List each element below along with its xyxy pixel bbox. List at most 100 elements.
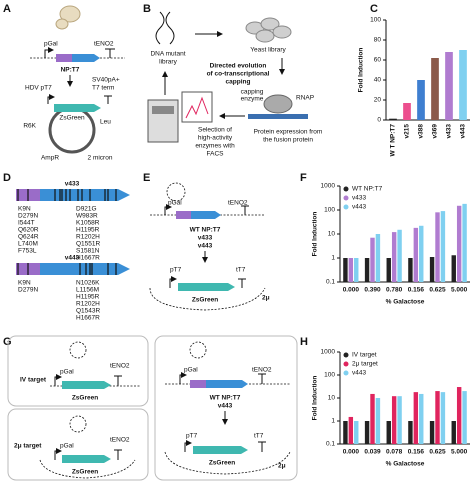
panel-label: H	[300, 336, 308, 348]
capping-label: enzyme	[241, 96, 264, 103]
y-tick-label: 1000	[321, 183, 336, 190]
bar	[429, 257, 435, 282]
promoter-arrow	[164, 204, 172, 215]
reporter-label: ZsGreen	[59, 115, 85, 122]
mutation-label: H1195R	[76, 294, 100, 301]
yeast-label: Yeast library	[250, 47, 286, 54]
mutation-ticks	[17, 189, 117, 275]
y-tick-label: 1	[331, 418, 335, 425]
mutation-label: R1202H	[76, 234, 100, 241]
np-block	[56, 54, 72, 62]
plasmid-label: 2μ	[278, 463, 286, 470]
rnap-icon	[263, 94, 293, 114]
mutation-label: R1202H	[76, 301, 100, 308]
variant-label: WT NP:T7	[210, 395, 241, 402]
panel-b: DNA mutant library Yeast library Directe…	[147, 11, 323, 158]
bar	[391, 232, 397, 282]
bar	[354, 421, 359, 444]
panel-label: C	[370, 3, 378, 15]
mutation-label: K9N	[18, 206, 31, 213]
x-tick-label: 0.625	[429, 449, 446, 456]
selection-label: high-activity	[198, 135, 233, 142]
mutation-label: N1026K	[76, 280, 100, 287]
panel-title: Directed evolution	[210, 63, 267, 70]
fusion-label: NP:T7	[61, 67, 80, 74]
bar	[435, 212, 440, 282]
variant-label: v433	[198, 235, 213, 242]
t7-block	[72, 54, 100, 62]
bar	[354, 258, 359, 282]
y-tick-label: 0.1	[326, 279, 335, 286]
x-tick-label: 5.000	[451, 287, 468, 294]
y-axis-label: Fold Induction	[312, 376, 319, 421]
legend-swatch	[343, 370, 349, 376]
bar	[375, 234, 381, 282]
bar	[451, 421, 456, 444]
variant-name: v443	[65, 255, 80, 262]
bar	[370, 393, 375, 444]
y-axis-label: Fold Induction	[358, 48, 365, 93]
x-tick-label: v388	[418, 124, 425, 139]
x-tick-label: v215	[404, 124, 411, 139]
mutation-label: K9N	[18, 280, 31, 287]
x-tick-label: 0.078	[386, 449, 403, 456]
pt7-label: pT7	[170, 267, 182, 274]
panel-label: B	[143, 3, 151, 15]
y-tick-label: 0	[377, 117, 381, 124]
y-tick-label: 1	[331, 255, 335, 262]
target-label: 2μ target	[14, 443, 42, 450]
terminator-label: tENO2	[94, 41, 114, 48]
legend-label: v433	[352, 195, 366, 202]
panel-e: pGal tENO2 WT NP:T7 v433 v443 pT7 tT7 Zs…	[149, 182, 270, 311]
bar	[364, 258, 370, 282]
panel-title: capping	[226, 79, 251, 86]
term-label: T7 term	[92, 85, 114, 92]
terminator	[258, 373, 266, 384]
legend-swatch	[343, 186, 349, 192]
plasmid-label: Leu	[100, 119, 111, 126]
bar	[451, 255, 456, 282]
legend-swatch	[343, 195, 349, 201]
panel-d: v433 v443 K9ND279NI544TQ620RQ624RL740MF7…	[16, 181, 130, 322]
legend-label: IV target	[352, 352, 377, 359]
bar	[348, 258, 354, 282]
tt7-label: tT7	[254, 433, 264, 440]
term-label: SV40pA+	[92, 77, 120, 84]
promoter-label: pGal	[184, 367, 198, 374]
promoter-arrow	[179, 372, 187, 384]
bar	[389, 118, 397, 120]
t7-block	[191, 211, 221, 219]
reporter-label: ZsGreen	[192, 297, 218, 304]
bar	[419, 393, 424, 444]
mutation-label: I544T	[18, 220, 35, 227]
plasmid-icon	[166, 182, 186, 202]
variant-label: v443	[198, 243, 213, 250]
plasmid-icon	[69, 415, 87, 433]
terminator	[258, 441, 266, 452]
reporter-block	[178, 283, 235, 291]
x-tick-label: v433	[446, 124, 453, 139]
terminator	[105, 48, 115, 58]
plasmid-label: 2 micron	[88, 155, 113, 162]
bar	[397, 229, 402, 282]
mutation-label: L1156M	[76, 287, 99, 294]
panel-box	[7, 408, 149, 481]
library-label: DNA mutant	[150, 51, 185, 58]
bar	[370, 237, 375, 282]
bar	[440, 392, 446, 444]
expression-label: Protein expression from	[254, 129, 323, 136]
selection-label: FACS	[207, 151, 225, 158]
x-tick-label: 5.000	[451, 449, 468, 456]
x-tick-label: 0.156	[408, 287, 425, 294]
x-tick-label: v443	[460, 124, 467, 139]
panel-box	[7, 335, 149, 407]
reporter-block	[62, 455, 111, 463]
plasmid-curve	[149, 287, 266, 311]
panel-label: A	[3, 3, 11, 15]
panel-label: G	[3, 336, 12, 348]
mutation-label: D921G	[76, 206, 97, 213]
bar	[403, 103, 411, 120]
mutation-label: H1667R	[76, 315, 100, 322]
bar	[386, 421, 391, 444]
facs-trace	[185, 96, 209, 119]
